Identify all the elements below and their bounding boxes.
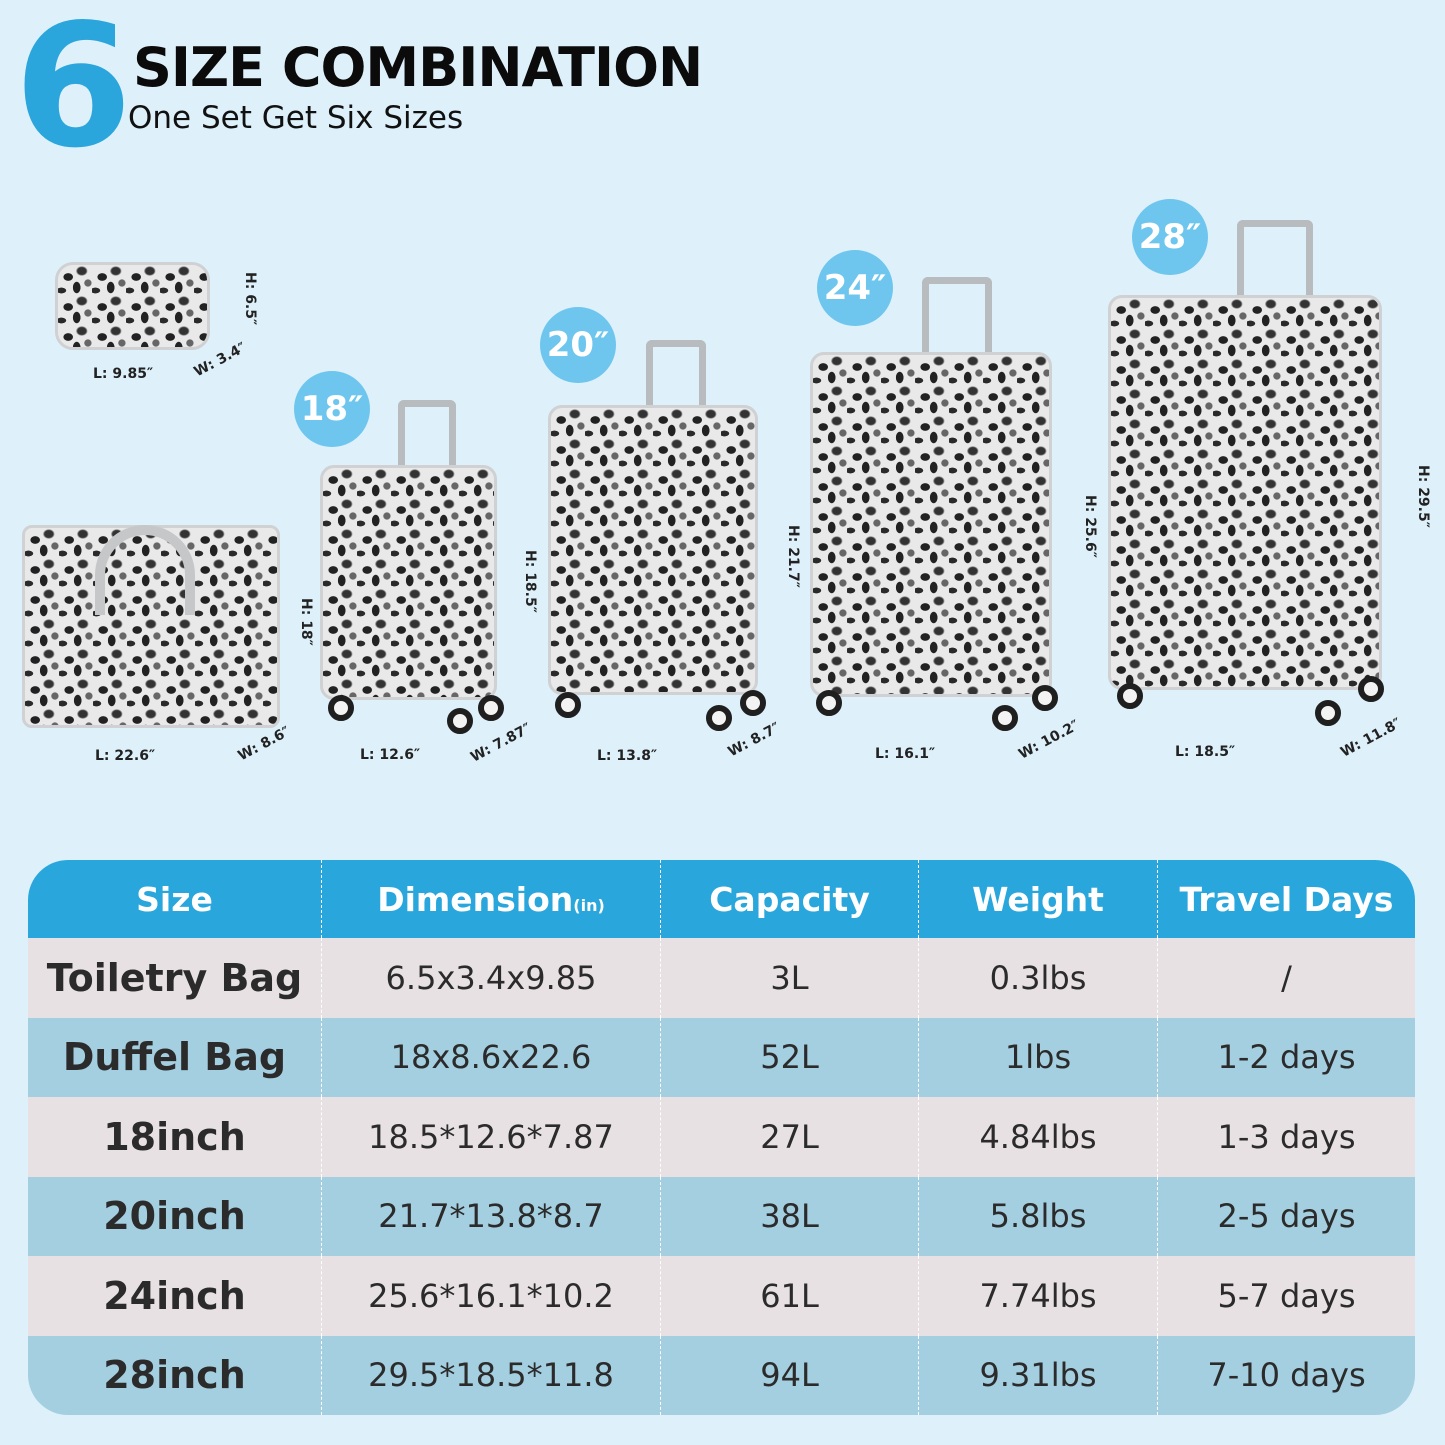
suitcase-28-width-label: W: 11.8″ (1338, 715, 1405, 761)
cell-dimension: 6.5x3.4x9.85 (322, 938, 661, 1018)
wheel (706, 705, 732, 731)
suitcase-28-length-label: L: 18.5″ (1175, 744, 1236, 760)
suitcase-20-width-label: W: 8.7″ (725, 719, 783, 761)
cell-travel-days: 1-2 days (1158, 1017, 1415, 1097)
cell-weight: 7.74lbs (919, 1256, 1158, 1336)
suitcase-18-length-label: L: 12.6″ (360, 747, 421, 763)
cell-size: Toiletry Bag (28, 938, 322, 1018)
cell-travel-days: / (1158, 938, 1415, 1018)
suitcase-18-height-label: H: 18.5″ (522, 550, 538, 613)
duffel-width-label: W: 8.6″ (235, 723, 293, 765)
wheel (447, 708, 473, 734)
suitcase-18-width-label: W: 7.87″ (468, 720, 535, 766)
size-badge-18: 18″ (294, 371, 370, 447)
cell-weight: 0.3lbs (919, 938, 1158, 1018)
toiletry-height-label: H: 6.5″ (242, 272, 258, 326)
cell-travel-days: 7-10 days (1158, 1335, 1415, 1415)
wheel (1315, 700, 1341, 726)
cell-dimension: 18.5*12.6*7.87 (322, 1097, 661, 1177)
header-dimension: Dimension (in) (322, 860, 661, 938)
toiletry-length-label: L: 9.85″ (93, 366, 154, 382)
cell-capacity: 61L (661, 1256, 919, 1336)
duffel-height-label: H: 18″ (298, 598, 314, 646)
cell-capacity: 38L (661, 1176, 919, 1256)
header-capacity: Capacity (661, 860, 919, 938)
toiletry-bag-image (55, 262, 210, 350)
duffel-strap (95, 525, 195, 615)
cell-size: Duffel Bag (28, 1017, 322, 1097)
suitcase-20-height-label: H: 21.7″ (785, 525, 801, 588)
header-weight: Weight (919, 860, 1158, 938)
suitcase-24-width-label: W: 10.2″ (1016, 717, 1083, 763)
cell-weight: 5.8lbs (919, 1176, 1158, 1256)
suitcase-24-height-label: H: 25.6″ (1082, 495, 1098, 558)
suitcase-18-handle (398, 400, 456, 468)
suitcase-20-handle (646, 340, 706, 408)
cell-capacity: 94L (661, 1335, 919, 1415)
cell-size: 28inch (28, 1335, 322, 1415)
cell-dimension: 25.6*16.1*10.2 (322, 1256, 661, 1336)
cell-size: 20inch (28, 1176, 322, 1256)
suitcase-28-image (1108, 295, 1382, 690)
wheel (328, 695, 354, 721)
size-badge-20: 20″ (540, 307, 616, 383)
wheel (1117, 683, 1143, 709)
suitcase-28-handle (1237, 220, 1313, 300)
size-badge-24: 24″ (817, 250, 893, 326)
duffel-length-label: L: 22.6″ (95, 748, 156, 764)
cell-weight: 9.31lbs (919, 1335, 1158, 1415)
cell-weight: 4.84lbs (919, 1097, 1158, 1177)
suitcase-20-length-label: L: 13.8″ (597, 748, 658, 764)
wheel (816, 690, 842, 716)
header-size: Size (28, 860, 322, 938)
wheel (478, 695, 504, 721)
wheel (992, 705, 1018, 731)
dimension-unit: (in) (573, 895, 605, 915)
cell-dimension: 21.7*13.8*8.7 (322, 1176, 661, 1256)
cell-capacity: 52L (661, 1017, 919, 1097)
cell-size: 18inch (28, 1097, 322, 1177)
suitcase-24-handle (922, 277, 992, 355)
cell-travel-days: 5-7 days (1158, 1256, 1415, 1336)
wheel (740, 690, 766, 716)
suitcase-24-length-label: L: 16.1″ (875, 746, 936, 762)
header-dimension-label: Dimension (377, 879, 574, 919)
cell-size: 24inch (28, 1256, 322, 1336)
size-badge-28: 28″ (1132, 199, 1208, 275)
suitcase-24-image (810, 352, 1052, 697)
page-title: SIZE COMBINATION (133, 36, 703, 99)
wheel (555, 692, 581, 718)
suitcase-28-height-label: H: 29.5″ (1415, 465, 1431, 528)
cell-dimension: 29.5*18.5*11.8 (322, 1335, 661, 1415)
cell-travel-days: 1-3 days (1158, 1097, 1415, 1177)
cell-weight: 1lbs (919, 1017, 1158, 1097)
suitcase-20-image (548, 405, 758, 695)
suitcase-18-image (320, 465, 497, 700)
page-subtitle: One Set Get Six Sizes (128, 100, 464, 136)
wheel (1358, 676, 1384, 702)
cell-capacity: 3L (661, 938, 919, 1018)
cell-travel-days: 2-5 days (1158, 1176, 1415, 1256)
size-count-number: 6 (14, 0, 132, 186)
header-travel-days: Travel Days (1158, 860, 1415, 938)
cell-dimension: 18x8.6x22.6 (322, 1017, 661, 1097)
cell-capacity: 27L (661, 1097, 919, 1177)
wheel (1032, 685, 1058, 711)
size-table: Size Dimension (in) Capacity Weight Trave… (28, 860, 1415, 1415)
